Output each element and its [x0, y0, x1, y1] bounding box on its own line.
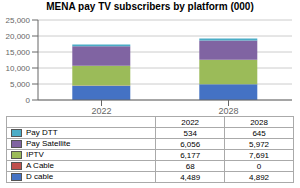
svg-text:20,000: 20,000	[8, 32, 31, 41]
html-text:4,892: 4,892	[249, 172, 270, 182]
html-text:A Cable: A Cable	[26, 161, 54, 171]
svg-text:25,000: 25,000	[8, 16, 31, 25]
html-text:2022: 2022	[181, 117, 200, 127]
svg-text:10,000: 10,000	[8, 64, 31, 73]
html-text:Pay Satellite: Pay Satellite	[26, 139, 71, 149]
html-text:68: 68	[185, 161, 195, 171]
html-text:D cable: D cable	[26, 172, 54, 182]
svg-text:15,000: 15,000	[8, 48, 31, 57]
html-text:Pay DTT: Pay DTT	[26, 128, 58, 138]
html-text:IPTV: IPTV	[26, 150, 44, 160]
html-text:534: 534	[183, 128, 197, 138]
html-text:5,972: 5,972	[249, 139, 270, 149]
html-text:6,177: 6,177	[180, 150, 201, 160]
html-text:4,489: 4,489	[180, 172, 201, 182]
html-text:0: 0	[256, 161, 262, 171]
html-text:6,056: 6,056	[180, 139, 201, 149]
html-text:2028: 2028	[250, 117, 268, 127]
svg-text:5,000: 5,000	[10, 80, 31, 89]
svg-text:0: 0	[26, 96, 31, 105]
html-text:7,691: 7,691	[249, 150, 270, 160]
html-text:MENA pay TV subscribers by pla: MENA pay TV subscribers by platform (000…	[46, 1, 254, 12]
svg-text:2028: 2028	[218, 106, 238, 114]
html-text:645: 645	[252, 128, 266, 138]
svg-text:2022: 2022	[91, 106, 111, 114]
